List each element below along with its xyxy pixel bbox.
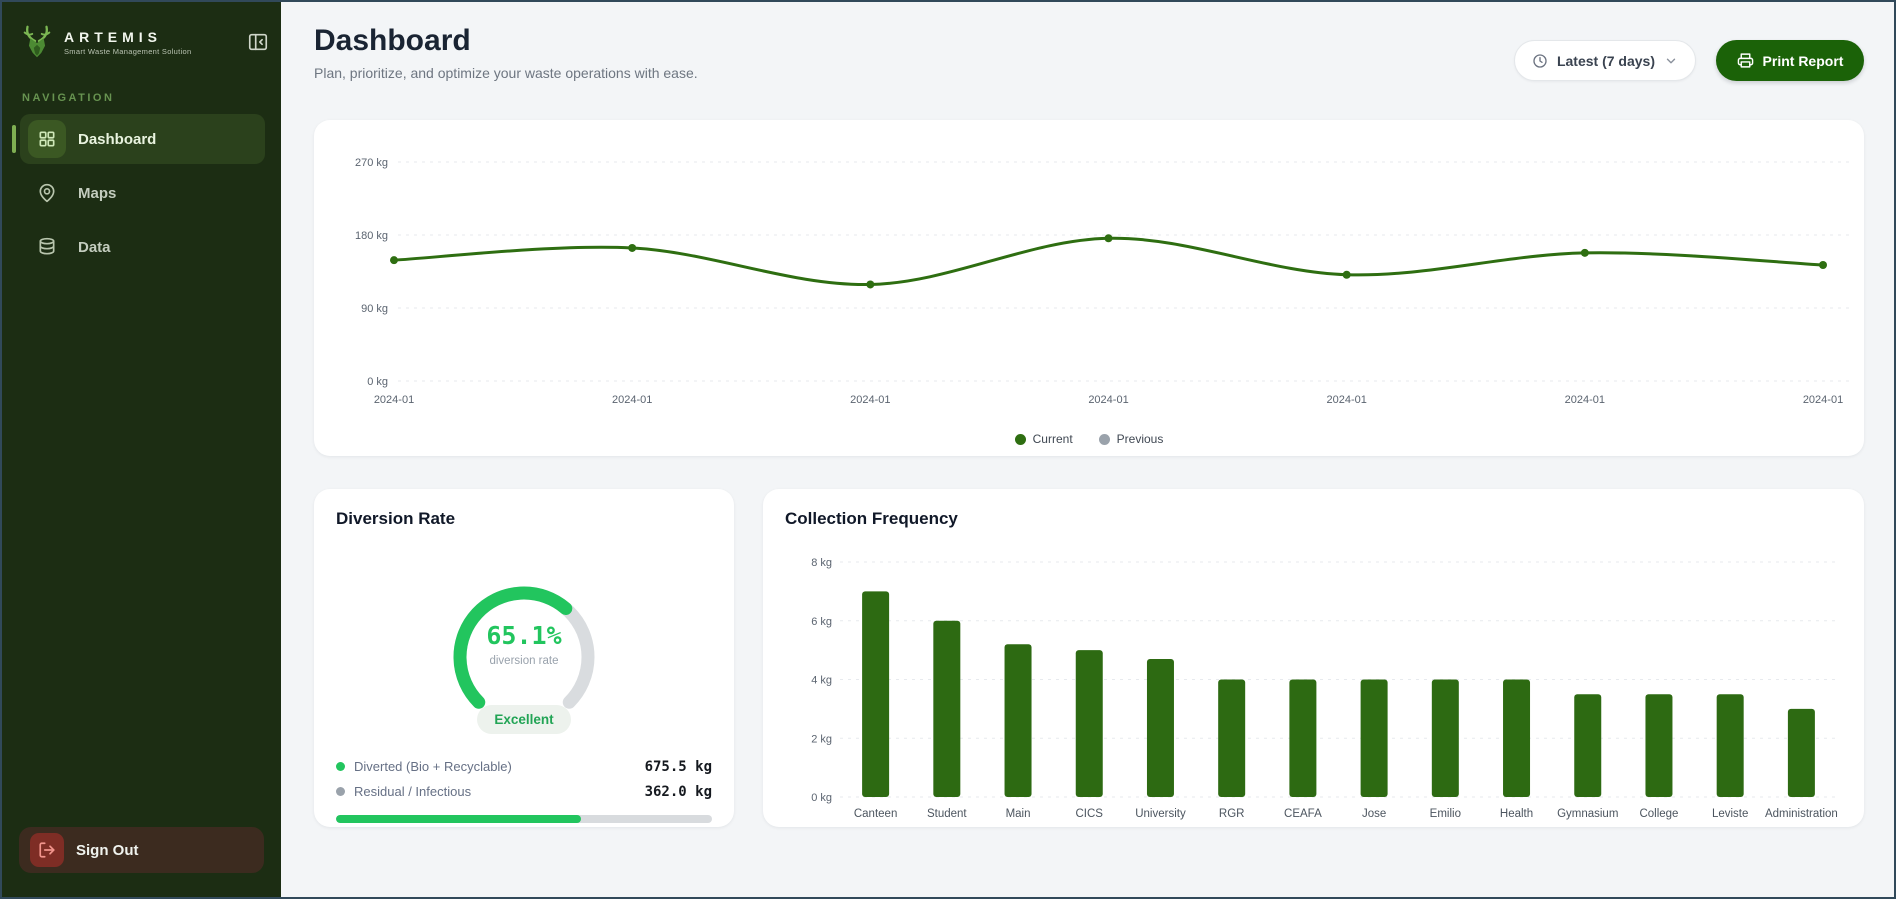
nav-list: Dashboard Maps Data (2, 110, 281, 276)
waste-trend-card: 0 kg 90 kg 180 kg 270 kg 2024-01 2024-01 2024-… (314, 120, 1864, 456)
sidebar-item-data[interactable]: Data (20, 222, 265, 272)
diverted-value: 675.5 kg (644, 758, 712, 775)
gauge-arc (453, 586, 595, 709)
panel-collapse-icon (248, 33, 268, 51)
residual-dot-icon (336, 787, 345, 796)
legend-item-previous[interactable]: Previous (1098, 432, 1164, 446)
map-pin-icon (28, 174, 66, 212)
diversion-breakdown: Diverted (Bio + Recyclable) 675.5 kg Res… (336, 754, 712, 804)
svg-text:CICS: CICS (1076, 808, 1104, 820)
sign-out-label: Sign Out (76, 841, 139, 859)
svg-text:180 kg: 180 kg (355, 230, 388, 242)
sidebar-item-label: Dashboard (78, 130, 157, 148)
svg-text:6 kg: 6 kg (811, 616, 832, 628)
svg-text:4 kg: 4 kg (811, 675, 832, 687)
brand-name: ARTEMIS (64, 28, 162, 45)
svg-text:90 kg: 90 kg (361, 303, 388, 315)
residual-value: 362.0 kg (644, 783, 712, 800)
svg-text:2024-01: 2024-01 (1088, 394, 1128, 406)
diversion-rate-card: Diversion Rate 65.1% diversion rate Exce… (314, 489, 734, 827)
legend-label: Current (1032, 432, 1073, 446)
sidebar: ARTEMIS Smart Waste Management Solution … (2, 2, 281, 897)
svg-text:University: University (1135, 808, 1186, 820)
date-range-dropdown[interactable]: Latest (7 days) (1514, 40, 1696, 81)
svg-text:RGR: RGR (1219, 808, 1245, 820)
collection-frequency-card: Collection Frequency 0 kg 2 kg 4 kg 6 kg 8 k… (763, 489, 1864, 827)
printer-icon (1737, 53, 1753, 68)
legend-dot-icon (1014, 433, 1026, 445)
svg-text:Canteen: Canteen (854, 808, 897, 820)
clock-icon (1533, 53, 1547, 68)
sidebar-item-dashboard[interactable]: Dashboard (12, 114, 265, 164)
svg-text:Emilio: Emilio (1430, 808, 1461, 820)
diverted-row: Diverted (Bio + Recyclable) 675.5 kg (336, 754, 712, 779)
main-content: Dashboard Plan, prioritize, and optimize… (283, 2, 1894, 897)
waste-trend-line-chart: 0 kg 90 kg 180 kg 270 kg 2024-01 2024-01 2024-… (355, 157, 1850, 406)
status-badge: Excellent (477, 705, 571, 734)
brand-tagline: Smart Waste Management Solution (64, 46, 192, 56)
card-title: Diversion Rate (336, 509, 456, 528)
svg-text:Leviste: Leviste (1712, 808, 1748, 820)
sidebar-item-label: Maps (78, 184, 117, 202)
svg-text:2024-01: 2024-01 (850, 394, 890, 406)
svg-text:2024-01: 2024-01 (1326, 394, 1366, 406)
svg-text:Main: Main (1006, 808, 1031, 820)
svg-text:CEAFA: CEAFA (1284, 808, 1322, 820)
diversion-progress-fill (336, 815, 581, 823)
layout-grid-icon (28, 120, 66, 158)
diverted-label: Diverted (Bio + Recyclable) (354, 759, 512, 774)
page-title: Dashboard (314, 24, 471, 57)
svg-text:2 kg: 2 kg (811, 733, 832, 745)
logout-icon (30, 833, 64, 867)
chevron-down-icon (1666, 58, 1676, 63)
legend-item-current[interactable]: Current (1014, 432, 1073, 446)
svg-text:2024-01: 2024-01 (612, 394, 652, 406)
svg-text:0 kg: 0 kg (811, 792, 832, 804)
diversion-progress-track (336, 815, 712, 823)
date-range-label: Latest (7 days) (1556, 52, 1656, 69)
sidebar-collapse-button[interactable] (245, 29, 271, 55)
svg-text:2024-01: 2024-01 (374, 394, 414, 406)
svg-text:Jose: Jose (1362, 808, 1386, 820)
brand-text: ARTEMIS Smart Waste Management Solution (64, 29, 191, 56)
svg-text:270 kg: 270 kg (355, 157, 388, 169)
artemis-deer-logo-icon (23, 25, 51, 58)
diversion-rate-value: 65.1% (486, 621, 562, 650)
line-chart-legend: Current Previous (314, 432, 1864, 446)
svg-text:2024-01: 2024-01 (1565, 394, 1605, 406)
sidebar-item-maps[interactable]: Maps (20, 168, 265, 218)
sign-out-button[interactable]: Sign Out (19, 827, 264, 873)
database-icon (28, 228, 66, 266)
svg-text:8 kg: 8 kg (811, 557, 832, 569)
residual-row: Residual / Infectious 362.0 kg (336, 779, 712, 804)
svg-text:Health: Health (1500, 808, 1533, 820)
print-report-button[interactable]: Print Report (1716, 40, 1864, 81)
legend-dot-icon (1098, 433, 1110, 445)
collection-frequency-bar-chart: 0 kg 2 kg 4 kg 6 kg 8 kg Canteen Student Main CI… (811, 557, 1838, 820)
svg-text:Student: Student (927, 808, 967, 820)
svg-text:Administration: Administration (1765, 808, 1838, 820)
card-title: Collection Frequency (785, 509, 958, 528)
brand-block: ARTEMIS Smart Waste Management Solution (18, 20, 271, 64)
svg-text:0 kg: 0 kg (367, 376, 388, 388)
residual-label: Residual / Infectious (354, 784, 472, 799)
diversion-gauge: 65.1% diversion rate (429, 569, 619, 719)
legend-label: Previous (1116, 432, 1164, 446)
diversion-rate-label: diversion rate (489, 655, 559, 667)
sidebar-item-label: Data (78, 238, 111, 256)
page-subtitle: Plan, prioritize, and optimize your wast… (314, 65, 698, 81)
print-report-label: Print Report (1762, 52, 1844, 69)
svg-text:College: College (1639, 808, 1678, 820)
diverted-dot-icon (336, 762, 345, 771)
nav-section-label: NAVIGATION (22, 92, 115, 104)
svg-text:Gymnasium: Gymnasium (1557, 808, 1618, 820)
svg-text:2024-01: 2024-01 (1803, 394, 1843, 406)
